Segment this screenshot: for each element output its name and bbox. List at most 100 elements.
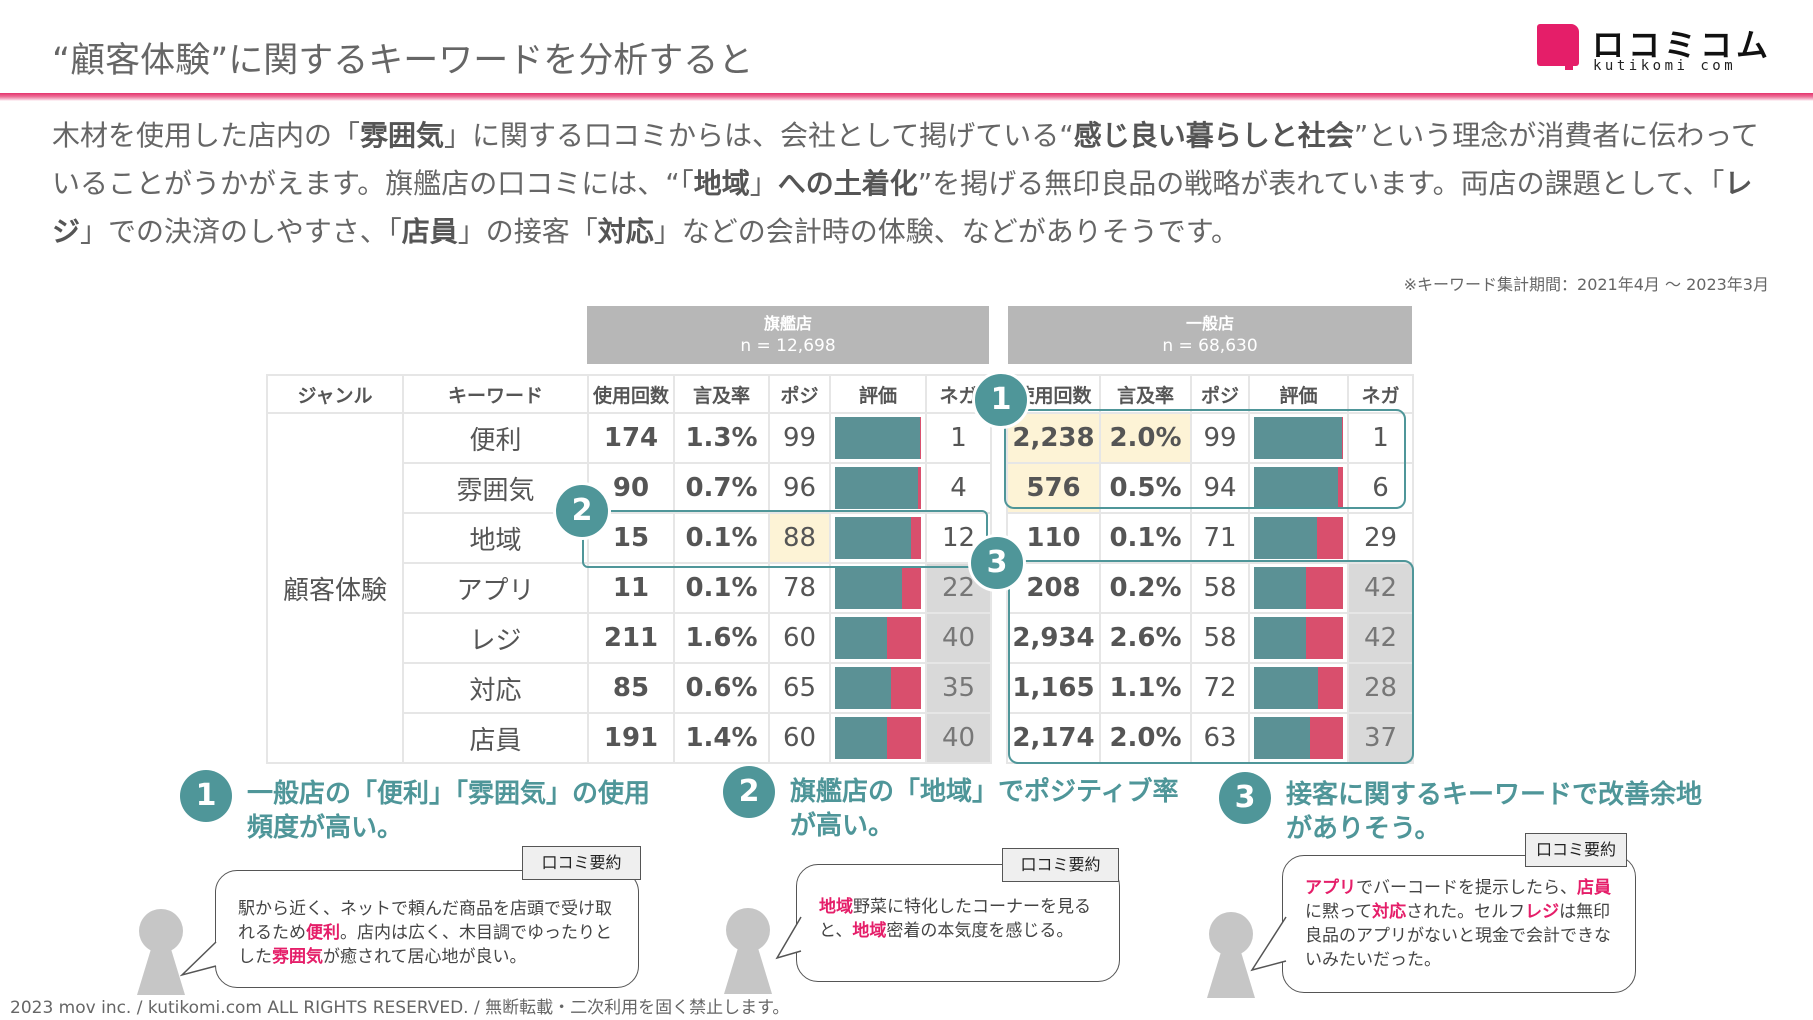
highlighted-keyword: 店員 — [1577, 878, 1611, 898]
positive-cell: 60 — [768, 612, 831, 664]
sentiment-bar-cell — [1248, 712, 1349, 764]
positive-cell: 94 — [1190, 462, 1250, 514]
highlighted-keyword: 地域 — [819, 897, 853, 917]
sentiment-bar-cell — [1248, 562, 1349, 614]
summary-text: ”を掲げる無印良品の戦略が表れています。両店の課題として、「 — [917, 167, 1725, 200]
summary-text: 」に関する口コミからは、会社として掲げている“ — [444, 119, 1074, 152]
review-text: された。セルフ — [1406, 902, 1526, 922]
review-text: 駅から近く、ネットで頼んだ商品を店頭で受け取れるため — [238, 899, 612, 943]
positive-segment — [835, 517, 911, 559]
review-bubble-1: 駅から近く、ネットで頼んだ商品を店頭で受け取れるため便利。店内は広く、木目調でゆ… — [215, 870, 639, 988]
sentiment-bar — [1254, 417, 1343, 459]
highlighted-keyword: レジ — [1525, 902, 1560, 922]
group-sample-size: n = 12,698 — [740, 336, 836, 356]
col-neg: ネガ — [1347, 374, 1414, 414]
summary-text: 」での決済のしやすさ、「 — [80, 215, 402, 248]
positive-cell: 88 — [768, 512, 831, 564]
positive-segment — [1254, 617, 1306, 659]
sentiment-bar — [835, 667, 921, 709]
positive-cell: 78 — [768, 562, 831, 614]
heading-line: 旗艦店の「地域」でポジティブ率 — [790, 777, 1179, 807]
negative-cell: 4 — [925, 462, 992, 514]
rate-cell: 1.4% — [673, 712, 770, 764]
emphasized-keyword: 感じ良い暮らしと社会 — [1073, 119, 1354, 152]
keyword-cell: 便利 — [402, 412, 589, 464]
group-name: 旗艦店 — [763, 314, 812, 333]
keyword-cell: 対応 — [402, 662, 589, 714]
review-bubble-2: 地域野菜に特化したコーナーを見ると、地域密着の本気度を感じる。 — [796, 864, 1120, 982]
summary-text: 」などの会計時の体験、などがありそうです。 — [653, 215, 1239, 248]
review-text: に黙って — [1305, 902, 1373, 922]
positive-cell: 63 — [1190, 712, 1250, 764]
positive-segment — [1254, 467, 1338, 509]
point-badge-2: 2 — [723, 766, 775, 818]
count-cell: 11 — [587, 562, 675, 614]
sentiment-bar-cell — [829, 462, 927, 514]
review-summary-tag-2: 口コミ要約 — [1002, 848, 1119, 882]
emphasized-keyword: 対応 — [597, 215, 654, 248]
col-keyword: キーワード — [402, 374, 589, 414]
col-eval: 評価 — [829, 374, 927, 414]
count-cell: 15 — [587, 512, 675, 564]
logo-icon-tail — [1565, 62, 1573, 70]
positive-cell: 60 — [768, 712, 831, 764]
summary-text: 」 — [749, 167, 778, 200]
sentiment-bar — [835, 517, 921, 559]
emphasized-keyword: 店員 — [401, 215, 458, 248]
positive-segment — [835, 417, 921, 459]
review-summary-tag-1: 口コミ要約 — [522, 846, 641, 880]
positive-segment — [1254, 567, 1306, 609]
keyword-cell: 地域 — [402, 512, 589, 564]
summary-text: ”という理念が消費者に伝わっていることがうかがえます。旗艦店の口コミには、“「 — [52, 119, 1759, 200]
emphasized-keyword: への土着化 — [777, 167, 918, 200]
sentiment-bar-cell — [1248, 662, 1349, 714]
group-sample-size: n = 68,630 — [1162, 336, 1258, 356]
negative-cell: 6 — [1347, 462, 1414, 514]
point-badge-3: 3 — [1219, 772, 1271, 824]
negative-cell: 40 — [925, 612, 992, 664]
count-cell: 191 — [587, 712, 675, 764]
flagship-keyword-table: ジャンル キーワード 使用回数 言及率 ポジ 評価 ネガ 顧客体験 便利 174 1.… — [266, 374, 992, 764]
logo-wordmark: ロコミコム — [1592, 26, 1773, 64]
col-eval: 評価 — [1248, 374, 1349, 414]
review-text: が癒されて居心地が良い。 — [323, 947, 527, 967]
negative-cell: 28 — [1347, 662, 1414, 714]
negative-segment — [1342, 417, 1343, 459]
rate-cell: 0.1% — [673, 512, 770, 564]
sentiment-bar-cell — [829, 412, 927, 464]
rate-cell: 0.1% — [1099, 512, 1192, 564]
count-cell: 2,934 — [1006, 612, 1101, 664]
rate-cell: 1.3% — [673, 412, 770, 464]
col-count: 使用回数 — [587, 374, 675, 414]
review-summary-tag-3: 口コミ要約 — [1525, 833, 1627, 867]
table-row: 2,174 2.0% 63 37 — [1006, 712, 1414, 764]
review-text: 密着の本気度を感じる。 — [886, 921, 1074, 941]
sentiment-bar-cell — [829, 712, 927, 764]
sentiment-bar — [835, 717, 921, 759]
bubble-tail — [180, 941, 217, 977]
group-name: 一般店 — [1185, 314, 1234, 333]
negative-segment — [920, 417, 921, 459]
sentiment-bar — [835, 617, 921, 659]
positive-segment — [835, 717, 887, 759]
table-row: 店員 191 1.4% 60 40 — [267, 712, 992, 764]
positive-segment — [1254, 667, 1319, 709]
table-row: 地域 15 0.1% 88 12 — [267, 512, 992, 564]
col-pos: ポジ — [1190, 374, 1250, 414]
negative-segment — [1305, 567, 1343, 609]
negative-segment — [886, 717, 921, 759]
sentiment-bar — [1254, 717, 1343, 759]
emphasized-keyword: 地域 — [693, 167, 750, 200]
positive-segment — [835, 617, 887, 659]
count-cell: 2,174 — [1006, 712, 1101, 764]
rate-cell: 1.1% — [1099, 662, 1192, 714]
positive-cell: 58 — [1190, 612, 1250, 664]
group-header-flagship: 旗艦店 n = 12,698 — [587, 306, 989, 364]
sentiment-bar — [835, 567, 921, 609]
count-cell: 211 — [587, 612, 675, 664]
table-row: アプリ 11 0.1% 78 22 — [267, 562, 992, 614]
bubble-tail — [775, 916, 802, 960]
negative-segment — [886, 617, 921, 659]
callout-badge-1: 1 — [972, 371, 1030, 429]
callout-badge-2: 2 — [553, 482, 611, 540]
